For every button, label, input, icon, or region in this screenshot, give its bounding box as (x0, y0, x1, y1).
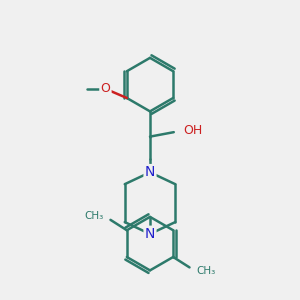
Text: O: O (100, 82, 110, 95)
Text: N: N (145, 227, 155, 241)
Text: N: N (145, 165, 155, 179)
Text: OH: OH (183, 124, 202, 137)
Text: CH₃: CH₃ (85, 211, 104, 221)
Text: CH₃: CH₃ (196, 266, 215, 276)
